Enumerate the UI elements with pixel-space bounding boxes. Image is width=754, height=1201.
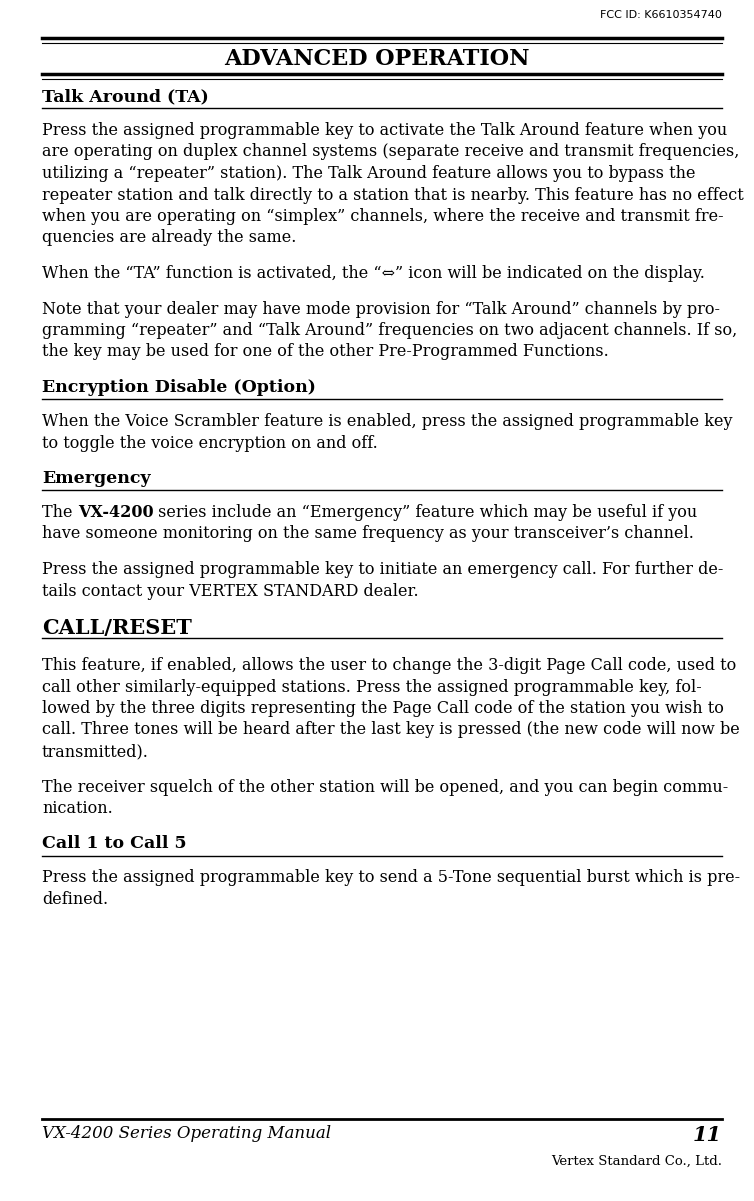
- Text: Encryption Disable (Option): Encryption Disable (Option): [42, 380, 316, 396]
- Text: CALL/RESET: CALL/RESET: [42, 619, 192, 638]
- Text: utilizing a “repeater” station). The Talk Around feature allows you to bypass th: utilizing a “repeater” station). The Tal…: [42, 165, 695, 183]
- Text: VX-4200: VX-4200: [78, 504, 153, 521]
- Text: transmitted).: transmitted).: [42, 743, 149, 760]
- Text: are operating on duplex channel systems (separate receive and transmit frequenci: are operating on duplex channel systems …: [42, 143, 740, 161]
- Text: Note that your dealer may have mode provision for “Talk Around” channels by pro-: Note that your dealer may have mode prov…: [42, 300, 720, 317]
- Text: have someone monitoring on the same frequency as your transceiver’s channel.: have someone monitoring on the same freq…: [42, 526, 694, 543]
- Text: The receiver squelch of the other station will be opened, and you can begin comm: The receiver squelch of the other statio…: [42, 778, 728, 795]
- Text: lowed by the three digits representing the Page Call code of the station you wis: lowed by the three digits representing t…: [42, 700, 724, 717]
- Text: ADVANCED OPERATION: ADVANCED OPERATION: [224, 48, 530, 70]
- Text: to toggle the voice encryption on and off.: to toggle the voice encryption on and of…: [42, 435, 378, 452]
- Text: nication.: nication.: [42, 800, 113, 817]
- Text: gramming “repeater” and “Talk Around” frequencies on two adjacent channels. If s: gramming “repeater” and “Talk Around” fr…: [42, 322, 737, 339]
- Text: tails contact your VERTEX STANDARD dealer.: tails contact your VERTEX STANDARD deale…: [42, 582, 418, 599]
- Text: Talk Around (TA): Talk Around (TA): [42, 88, 209, 104]
- Text: This feature, if enabled, allows the user to change the 3-digit Page Call code, : This feature, if enabled, allows the use…: [42, 657, 736, 674]
- Text: series include an “Emergency” feature which may be useful if you: series include an “Emergency” feature wh…: [153, 504, 697, 521]
- Text: Emergency: Emergency: [42, 470, 151, 486]
- Text: call other similarly-equipped stations. Press the assigned programmable key, fol: call other similarly-equipped stations. …: [42, 679, 702, 695]
- Text: repeater station and talk directly to a station that is nearby. This feature has: repeater station and talk directly to a …: [42, 186, 743, 203]
- Text: Call 1 to Call 5: Call 1 to Call 5: [42, 836, 187, 853]
- Text: Vertex Standard Co., Ltd.: Vertex Standard Co., Ltd.: [551, 1155, 722, 1169]
- Text: call. Three tones will be heard after the last key is pressed (the new code will: call. Three tones will be heard after th…: [42, 722, 740, 739]
- Text: The: The: [42, 504, 78, 521]
- Text: When the Voice Scrambler feature is enabled, press the assigned programmable key: When the Voice Scrambler feature is enab…: [42, 413, 732, 430]
- Text: Press the assigned programmable key to send a 5-Tone sequential burst which is p: Press the assigned programmable key to s…: [42, 870, 740, 886]
- Text: defined.: defined.: [42, 891, 108, 908]
- Text: FCC ID: K6610354740: FCC ID: K6610354740: [600, 10, 722, 20]
- Text: 11: 11: [693, 1125, 722, 1145]
- Text: the key may be used for one of the other Pre-Programmed Functions.: the key may be used for one of the other…: [42, 343, 608, 360]
- Text: VX-4200 Series Operating Manual: VX-4200 Series Operating Manual: [42, 1125, 331, 1142]
- Text: quencies are already the same.: quencies are already the same.: [42, 229, 296, 246]
- Text: Press the assigned programmable key to initiate an emergency call. For further d: Press the assigned programmable key to i…: [42, 561, 723, 578]
- Text: when you are operating on “simplex” channels, where the receive and transmit fre: when you are operating on “simplex” chan…: [42, 208, 724, 225]
- Text: When the “TA” function is activated, the “⇔” icon will be indicated on the displ: When the “TA” function is activated, the…: [42, 265, 705, 282]
- Text: Press the assigned programmable key to activate the Talk Around feature when you: Press the assigned programmable key to a…: [42, 123, 728, 139]
